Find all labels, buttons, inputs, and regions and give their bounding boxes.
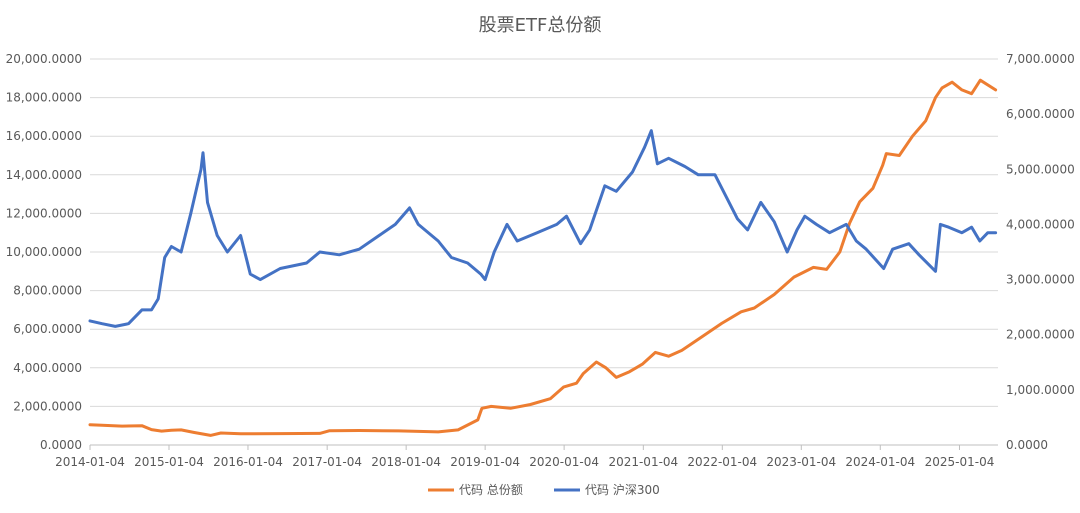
right-tick-label: 7,000.0000 [1006, 52, 1075, 66]
series-line-csi300 [88, 129, 998, 328]
right-tick-label: 2,000.0000 [1006, 328, 1075, 342]
left-y-axis: 0.0000 2,000.0000 4,000.0000 6,000.0000 8,00… [6, 52, 82, 452]
x-tick-label: 2024-01-04 [845, 455, 915, 469]
left-tick-label: 4,000.0000 [13, 361, 82, 375]
x-tick-label: 2014-01-04 [55, 455, 125, 469]
right-tick-label: 1,000.0000 [1006, 383, 1075, 397]
right-tick-label: 5,000.0000 [1006, 162, 1075, 176]
x-tick-label: 2021-01-04 [608, 455, 678, 469]
x-axis: 2014-01-04 2015-01-04 2016-01-04 2017-01-04… [55, 445, 994, 469]
left-tick-label: 20,000.0000 [6, 52, 82, 66]
chart-title: 股票ETF总份额 [479, 15, 602, 36]
left-tick-label: 16,000.0000 [6, 129, 82, 143]
left-tick-label: 8,000.0000 [13, 284, 82, 298]
left-tick-label: 14,000.0000 [6, 168, 82, 182]
x-tick-label: 2019-01-04 [450, 455, 520, 469]
x-tick-label: 2017-01-04 [292, 455, 362, 469]
right-tick-label: 4,000.0000 [1006, 217, 1075, 231]
x-tick-label: 2016-01-04 [213, 455, 283, 469]
x-tick-label: 2015-01-04 [134, 455, 204, 469]
left-tick-label: 6,000.0000 [13, 322, 82, 336]
x-tick-label: 2023-01-04 [766, 455, 836, 469]
x-tick-label: 2022-01-04 [687, 455, 757, 469]
left-tick-label: 10,000.0000 [6, 245, 82, 259]
left-tick-label: 18,000.0000 [6, 91, 82, 105]
legend-label-total-shares: 代码 总份额 [459, 483, 523, 497]
x-tick-label: 2020-01-04 [529, 455, 599, 469]
series-line-total-shares [88, 78, 998, 437]
x-tick-label: 2018-01-04 [371, 455, 441, 469]
right-tick-label: 3,000.0000 [1006, 273, 1075, 287]
series-layer [88, 78, 998, 437]
legend: 代码 总份额 代码 沪深300 [428, 483, 660, 497]
left-tick-label: 2,000.0000 [13, 399, 82, 413]
left-tick-label: 12,000.0000 [6, 206, 82, 220]
right-y-axis: 0.0000 1,000.0000 2,000.0000 3,000.0000 4,00… [1006, 52, 1075, 452]
right-tick-label: 6,000.0000 [1006, 107, 1075, 121]
legend-label-csi300: 代码 沪深300 [585, 483, 660, 497]
right-tick-label: 0.0000 [1006, 438, 1048, 452]
x-tick-label: 2025-01-04 [925, 455, 995, 469]
grid-lines [90, 58, 998, 446]
left-tick-label: 0.0000 [40, 438, 82, 452]
